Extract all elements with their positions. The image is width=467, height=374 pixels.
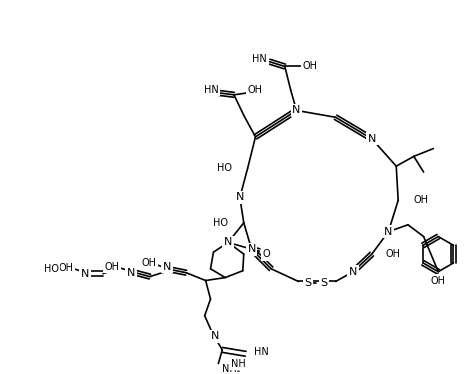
Text: N: N — [224, 237, 232, 247]
Text: N: N — [127, 268, 135, 278]
Text: HN: HN — [253, 53, 267, 64]
Text: HN: HN — [204, 85, 219, 95]
Text: S: S — [320, 278, 327, 288]
Text: OH: OH — [142, 258, 157, 268]
Text: S: S — [304, 278, 312, 288]
Text: OH: OH — [105, 262, 120, 272]
Text: N: N — [81, 269, 89, 279]
Text: HO: HO — [213, 218, 228, 228]
Text: N: N — [236, 193, 244, 202]
Text: N: N — [163, 262, 171, 272]
Text: N: N — [349, 267, 357, 277]
Text: OH: OH — [385, 249, 401, 259]
Text: HO: HO — [217, 163, 232, 173]
Text: NH₂: NH₂ — [222, 364, 241, 374]
Text: N: N — [384, 227, 393, 237]
Text: N: N — [368, 134, 376, 144]
Text: HO: HO — [44, 264, 59, 274]
Text: N: N — [248, 244, 256, 254]
Text: O: O — [262, 249, 270, 259]
Text: HN: HN — [254, 347, 268, 357]
Text: NH: NH — [231, 359, 245, 369]
Text: OH: OH — [248, 85, 262, 95]
Text: OH: OH — [431, 276, 446, 285]
Text: N: N — [211, 331, 219, 341]
Text: OH: OH — [414, 195, 429, 205]
Text: N: N — [292, 105, 301, 116]
Text: OH: OH — [59, 263, 74, 273]
Text: OH: OH — [303, 61, 318, 71]
